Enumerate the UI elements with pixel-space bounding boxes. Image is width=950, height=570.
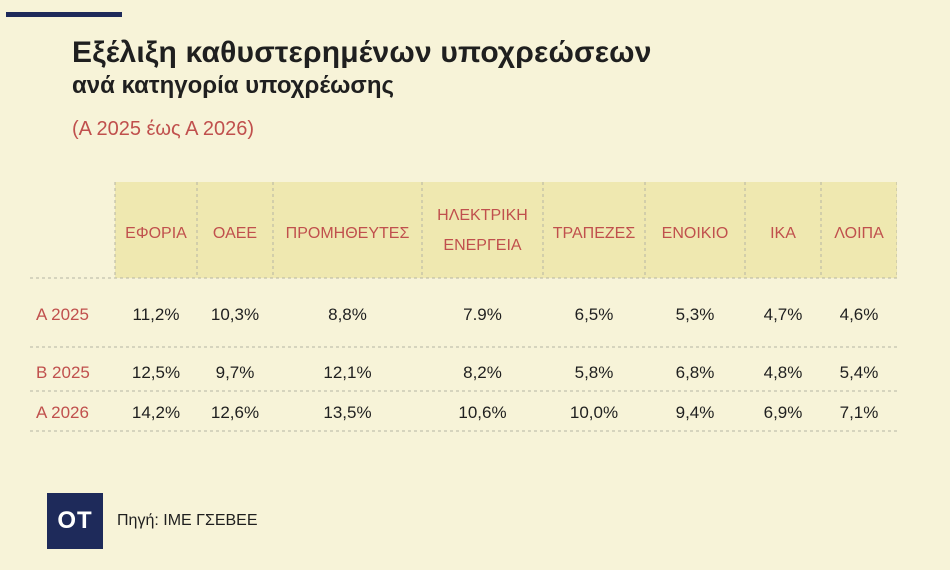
table-cell: 5,8% bbox=[575, 363, 614, 382]
table-cell: 4,7% bbox=[764, 305, 803, 324]
column-header: ΠΡΟΜΗΘΕΥΤΕΣ bbox=[286, 225, 410, 242]
column-header: ΕΦΟΡΙΑ bbox=[125, 225, 187, 242]
column-header: ΤΡΑΠΕΖΕΣ bbox=[553, 225, 636, 242]
table-cell: 6,5% bbox=[575, 305, 614, 324]
table-cell: 8,2% bbox=[463, 363, 502, 382]
chart-title: Εξέλιξη καθυστερημένων υποχρεώσεων bbox=[72, 36, 652, 69]
table-cell: 4,8% bbox=[764, 363, 803, 382]
table-cell: 10,0% bbox=[570, 403, 618, 422]
table-cell: 5,3% bbox=[676, 305, 715, 324]
table-cell: 13,5% bbox=[323, 403, 371, 422]
header-background bbox=[115, 182, 897, 278]
table-cell: 10,6% bbox=[458, 403, 506, 422]
column-header: ΟΑΕΕ bbox=[213, 225, 257, 242]
table-cell: 5,4% bbox=[840, 363, 879, 382]
table-cell: 9,4% bbox=[676, 403, 715, 422]
column-header: ΛΟΙΠΑ bbox=[834, 225, 884, 242]
period-label: (Α 2025 έως Α 2026) bbox=[72, 118, 255, 140]
source-label: Πηγή: ΙΜΕ ΓΣΕΒΕΕ bbox=[117, 512, 258, 529]
table-cell: 11,2% bbox=[133, 305, 180, 324]
column-header: ΕΝΟΙΚΙΟ bbox=[662, 225, 729, 242]
table-cell: 9,7% bbox=[216, 363, 255, 382]
table-cell: 6,9% bbox=[764, 403, 803, 422]
column-header: ΗΛΕΚΤΡΙΚΗ ΕΝΕΡΓΕΙΑ bbox=[437, 207, 528, 254]
table-cell: 10,3% bbox=[211, 305, 259, 324]
table-cell: 12,6% bbox=[211, 403, 259, 422]
table-cell: 4,6% bbox=[840, 305, 879, 324]
column-header: ΙΚΑ bbox=[770, 225, 796, 242]
table-cell: 12,5% bbox=[132, 363, 180, 382]
table-cell: 6,8% bbox=[676, 363, 715, 382]
ot-logo: ΟΤ bbox=[47, 493, 103, 549]
top-accent-bar bbox=[6, 12, 122, 17]
table-cell: 8,8% bbox=[328, 305, 367, 324]
data-table: ΕΦΟΡΙΑ ΟΑΕΕ ΠΡΟΜΗΘΕΥΤΕΣ ΗΛΕΚΤΡΙΚΗ ΕΝΕΡΓΕΙΑ ΤΡ… bbox=[30, 182, 897, 432]
table-cell: 14,2% bbox=[132, 403, 180, 422]
row-label: Β 2025 bbox=[36, 363, 90, 382]
table-cell: 12,1% bbox=[323, 363, 371, 382]
chart-subtitle: ανά κατηγορία υποχρέωσης bbox=[72, 72, 394, 99]
row-label: Α 2026 bbox=[36, 403, 89, 422]
table-cell: 7.9% bbox=[463, 305, 502, 324]
row-label: Α 2025 bbox=[36, 305, 89, 324]
table-cell: 7,1% bbox=[840, 403, 879, 422]
